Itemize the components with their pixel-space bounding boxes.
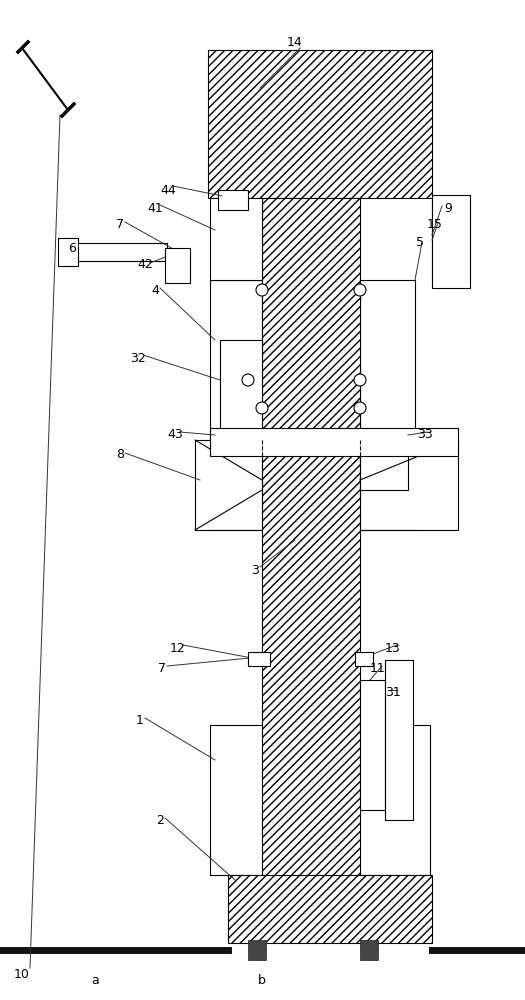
Text: 41: 41 [147, 202, 163, 215]
Text: 15: 15 [427, 219, 443, 232]
Bar [248, 940, 266, 960]
Bar [360, 680, 385, 810]
Text: 2: 2 [156, 814, 164, 826]
Circle shape [242, 374, 254, 386]
Bar [228, 875, 432, 943]
Text: 33: 33 [417, 428, 433, 442]
Text: 11: 11 [370, 662, 386, 674]
Text: 1: 1 [136, 714, 144, 726]
Text: 8: 8 [116, 448, 124, 462]
Bar [355, 652, 373, 666]
Text: 7: 7 [158, 662, 166, 674]
Text: 6: 6 [68, 241, 76, 254]
Bar [360, 430, 408, 490]
Bar [218, 190, 248, 210]
Text: b: b [258, 974, 266, 986]
Circle shape [354, 284, 366, 296]
Text: 32: 32 [130, 352, 146, 364]
Circle shape [354, 402, 366, 414]
Text: 43: 43 [167, 428, 183, 442]
Bar [385, 660, 413, 820]
Bar [210, 280, 262, 440]
Bar [360, 280, 415, 440]
Text: a: a [91, 974, 99, 986]
Text: 3: 3 [251, 564, 259, 576]
Bar [58, 238, 78, 266]
Text: 5: 5 [416, 236, 424, 249]
Bar [195, 440, 458, 530]
Circle shape [354, 374, 366, 386]
Bar [248, 652, 270, 666]
Bar [210, 428, 458, 456]
Text: 14: 14 [287, 35, 303, 48]
Circle shape [256, 284, 268, 296]
Bar [210, 725, 430, 875]
Text: 31: 31 [385, 686, 401, 698]
Text: 42: 42 [137, 258, 153, 271]
Bar [165, 248, 190, 283]
Bar [262, 198, 360, 910]
Bar [432, 195, 470, 288]
Bar [72, 243, 167, 261]
Circle shape [256, 402, 268, 414]
Bar [210, 198, 262, 280]
Text: 4: 4 [151, 284, 159, 296]
Text: 44: 44 [160, 184, 176, 196]
Text: 7: 7 [116, 218, 124, 231]
Text: 10: 10 [14, 968, 30, 982]
Text: 9: 9 [444, 202, 452, 215]
Bar [220, 340, 262, 440]
Text: 12: 12 [170, 642, 186, 654]
Bar [360, 940, 378, 960]
Bar [208, 50, 432, 198]
Bar [432, 200, 460, 280]
Text: 13: 13 [385, 642, 401, 654]
